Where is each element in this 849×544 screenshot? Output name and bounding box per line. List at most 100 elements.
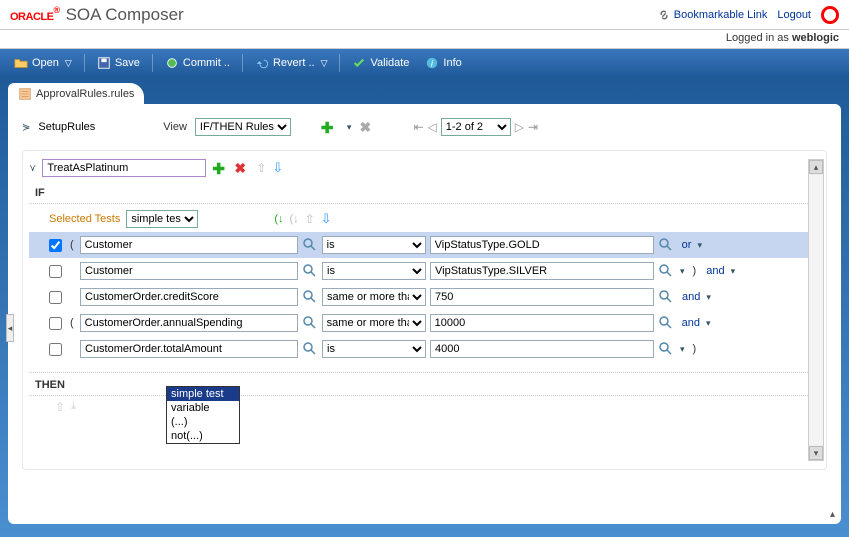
magnify-icon[interactable] bbox=[302, 263, 318, 279]
page-select[interactable]: 1-2 of 2 bbox=[441, 118, 511, 136]
operator-select[interactable]: same or more than bbox=[322, 314, 426, 332]
dropdown-option[interactable]: not(...) bbox=[167, 429, 239, 443]
page-prev-icon[interactable]: ◁ bbox=[428, 120, 437, 134]
add-rule-icon[interactable]: ✚ bbox=[321, 119, 337, 135]
condition-row[interactable]: is▾)and▾ bbox=[29, 258, 820, 284]
if-label: IF bbox=[35, 187, 820, 199]
move-up-icon[interactable]: ⇧ bbox=[256, 161, 266, 175]
scroll-up-icon[interactable]: ▴ bbox=[809, 160, 823, 174]
magnify-icon[interactable] bbox=[658, 315, 674, 331]
revert-button[interactable]: Revert ..▽ bbox=[249, 54, 334, 72]
view-label: View bbox=[163, 121, 187, 133]
move-down-icon[interactable]: ⇩ bbox=[272, 160, 283, 176]
logic-drop-icon[interactable]: ▾ bbox=[697, 240, 702, 251]
lhs-input[interactable] bbox=[80, 314, 298, 332]
dropdown-option[interactable]: (...) bbox=[167, 415, 239, 429]
then-action-icon[interactable]: ⤓ bbox=[71, 400, 76, 414]
test-up-icon[interactable]: ⇧ bbox=[305, 212, 315, 226]
row-checkbox[interactable] bbox=[49, 239, 62, 252]
magnify-icon[interactable] bbox=[302, 237, 318, 253]
magnify-icon[interactable] bbox=[658, 237, 674, 253]
editor-panel: ◂ ⋟ SetupRules View IF/THEN Rules ✚ ▾ ✖ … bbox=[8, 104, 841, 524]
rhs-input[interactable] bbox=[430, 288, 654, 306]
rule-name-input[interactable] bbox=[42, 159, 206, 177]
dropdown-option[interactable]: variable bbox=[167, 401, 239, 415]
test-down-icon[interactable]: ⇩ bbox=[321, 211, 332, 227]
collapse-panel-icon[interactable]: ▴ bbox=[830, 509, 835, 520]
test-type-select[interactable]: simple test bbox=[126, 210, 198, 228]
collapse-rule-icon[interactable]: ⋎ bbox=[29, 163, 36, 174]
page-first-icon[interactable]: ⇤ bbox=[413, 120, 423, 134]
rhs-input[interactable] bbox=[430, 262, 654, 280]
insert-test-icon[interactable]: (↓ bbox=[274, 213, 283, 225]
logic-drop-icon[interactable]: ▾ bbox=[706, 318, 711, 329]
validate-button[interactable]: Validate bbox=[346, 54, 415, 72]
vertical-scrollbar[interactable]: ▴ ▾ bbox=[808, 159, 824, 461]
magnify-icon[interactable] bbox=[302, 289, 318, 305]
page-next-icon[interactable]: ▷ bbox=[515, 120, 524, 134]
view-select[interactable]: IF/THEN Rules bbox=[195, 118, 291, 136]
rhs-input[interactable] bbox=[430, 314, 654, 332]
magnify-icon[interactable] bbox=[658, 263, 674, 279]
ruleset-name: SetupRules bbox=[38, 121, 95, 133]
delete-rule-icon[interactable]: ✖ bbox=[359, 119, 375, 135]
logic-op[interactable]: or bbox=[682, 239, 692, 251]
magnify-icon[interactable] bbox=[302, 341, 318, 357]
condition-row[interactable]: (same or more thanand▾ bbox=[29, 310, 820, 336]
ruleset-header: ⋟ SetupRules View IF/THEN Rules ✚ ▾ ✖ ⇤ … bbox=[22, 118, 827, 136]
info-button[interactable]: i Info bbox=[419, 54, 467, 72]
scroll-down-icon[interactable]: ▾ bbox=[809, 446, 823, 460]
tab-label: ApprovalRules.rules bbox=[36, 88, 134, 100]
rhs-drop-icon[interactable]: ▾ bbox=[680, 344, 685, 355]
row-checkbox[interactable] bbox=[49, 343, 62, 356]
magnify-icon[interactable] bbox=[658, 341, 674, 357]
then-up-icon[interactable]: ⇧ bbox=[55, 400, 65, 414]
operator-select[interactable]: is bbox=[322, 340, 426, 358]
operator-select[interactable]: is bbox=[322, 262, 426, 280]
file-tab[interactable]: ApprovalRules.rules bbox=[8, 83, 144, 104]
condition-row[interactable]: is▾) bbox=[29, 336, 820, 362]
rules-file-icon bbox=[18, 87, 32, 101]
expand-ruleset-icon[interactable]: ⋟ bbox=[22, 122, 30, 133]
dropdown-option[interactable]: simple test bbox=[167, 387, 239, 401]
row-checkbox[interactable] bbox=[49, 265, 62, 278]
pager: ⇤ ◁ 1-2 of 2 ▷ ⇥ bbox=[413, 118, 538, 136]
main-toolbar: Open▽ Save Commit .. Revert ..▽ Validate… bbox=[0, 49, 849, 77]
condition-row[interactable]: (isor▾ bbox=[29, 232, 820, 258]
logic-op[interactable]: and bbox=[706, 265, 724, 277]
condition-row[interactable]: same or more than and ▾ bbox=[29, 284, 820, 310]
magnify-icon[interactable] bbox=[302, 315, 318, 331]
page-last-icon[interactable]: ⇥ bbox=[528, 120, 538, 134]
logic-drop-icon[interactable]: ▾ bbox=[706, 292, 711, 303]
add-action-icon[interactable]: ✚ bbox=[212, 160, 228, 176]
magnify-icon[interactable] bbox=[658, 289, 674, 305]
selected-tests-label: Selected Tests bbox=[49, 213, 120, 225]
operator-select[interactable]: same or more than bbox=[322, 288, 426, 306]
logout-link[interactable]: Logout bbox=[777, 9, 811, 21]
logic-op[interactable]: and bbox=[682, 317, 700, 329]
logic-drop-icon[interactable]: ▾ bbox=[731, 266, 736, 277]
lhs-input[interactable] bbox=[80, 236, 298, 254]
logic-op[interactable]: and bbox=[682, 291, 700, 303]
bookmark-link[interactable]: Bookmarkable Link bbox=[657, 8, 768, 22]
save-button[interactable]: Save bbox=[91, 54, 146, 72]
side-collapse-handle[interactable]: ◂ bbox=[6, 314, 14, 342]
open-button[interactable]: Open▽ bbox=[8, 54, 78, 72]
check-icon bbox=[352, 56, 366, 70]
rhs-input[interactable] bbox=[430, 236, 654, 254]
delete-action-icon[interactable]: ✖ bbox=[234, 160, 250, 176]
row-checkbox[interactable] bbox=[49, 291, 62, 304]
row-checkbox[interactable] bbox=[49, 317, 62, 330]
rhs-input[interactable] bbox=[430, 340, 654, 358]
test-type-dropdown[interactable]: simple test variable (...) not(...) bbox=[166, 386, 240, 444]
lhs-input[interactable] bbox=[80, 288, 298, 306]
rhs-drop-icon[interactable]: ▾ bbox=[680, 266, 685, 277]
logged-in-text: Logged in as weblogic bbox=[0, 30, 849, 49]
folder-open-icon bbox=[14, 56, 28, 70]
add-rule-dropdown[interactable]: ▾ bbox=[347, 122, 352, 133]
lhs-input[interactable] bbox=[80, 340, 298, 358]
remove-test-icon[interactable]: (↓ bbox=[290, 213, 299, 225]
commit-button[interactable]: Commit .. bbox=[159, 54, 236, 72]
lhs-input[interactable] bbox=[80, 262, 298, 280]
operator-select[interactable]: is bbox=[322, 236, 426, 254]
